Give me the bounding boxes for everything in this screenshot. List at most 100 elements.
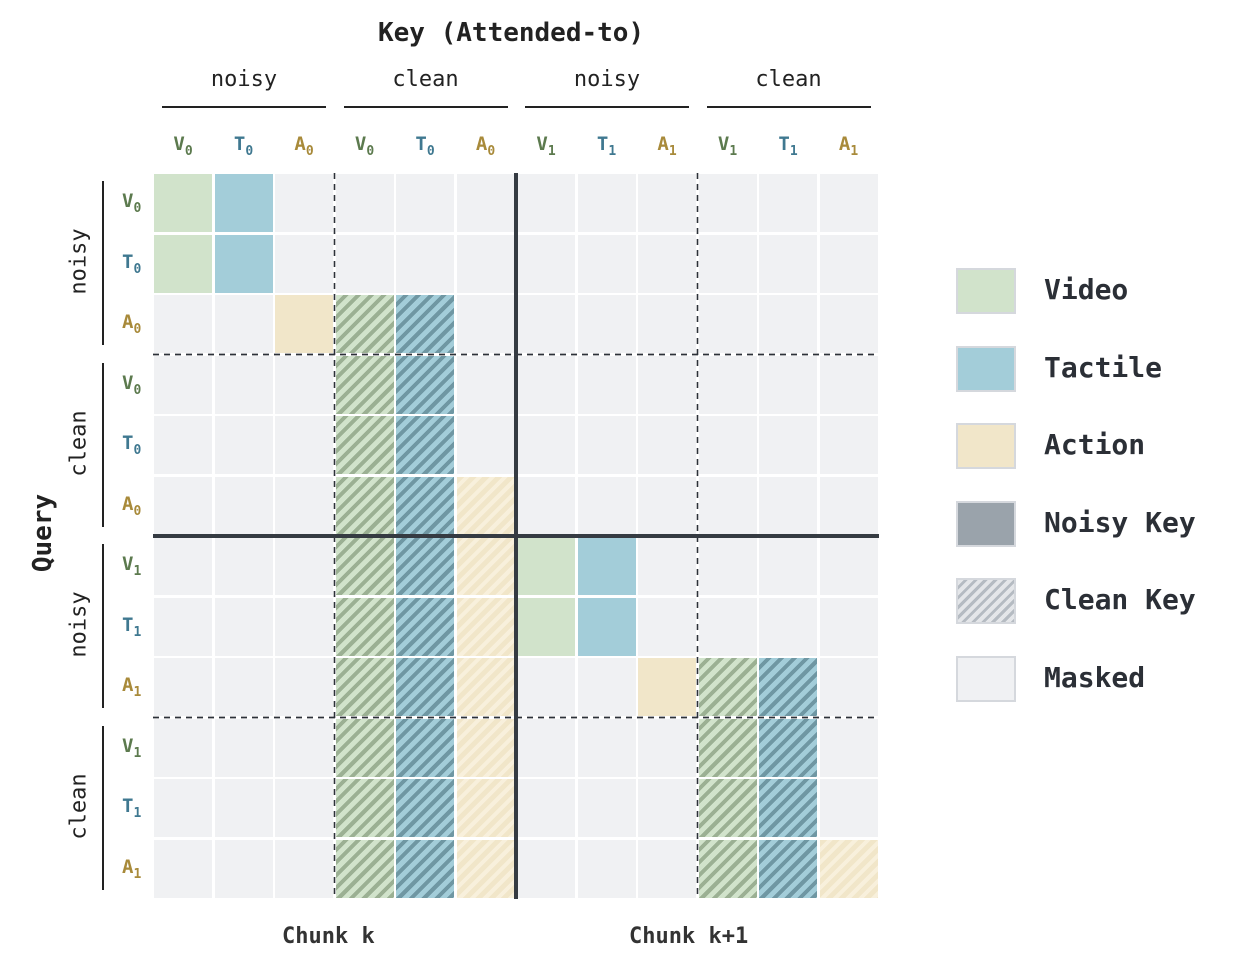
grid-cell xyxy=(154,779,212,837)
grid-cell xyxy=(698,839,757,898)
grid-cell xyxy=(396,597,454,656)
grid-cell xyxy=(638,355,696,414)
key-group-label: noisy xyxy=(210,67,278,92)
grid-cell xyxy=(698,658,757,716)
grid-cell xyxy=(517,234,575,293)
grid-cell xyxy=(517,718,575,777)
grid-cell xyxy=(275,779,333,837)
grid-cell xyxy=(517,779,575,837)
grid-cell xyxy=(638,537,696,595)
grid-cell xyxy=(214,839,273,898)
grid-cell xyxy=(456,416,515,474)
row-token-label: T0 xyxy=(122,432,142,458)
grid-cell xyxy=(275,718,333,777)
grid-cell xyxy=(698,355,757,414)
column-token-label: A0 xyxy=(294,133,314,159)
column-token-label: V1 xyxy=(536,133,556,159)
grid-cell xyxy=(456,537,515,595)
grid-cell xyxy=(335,779,394,837)
key-group-bar xyxy=(343,106,508,108)
grid-cell xyxy=(759,234,817,293)
grid-cell xyxy=(517,476,575,535)
grid-cell xyxy=(456,658,515,716)
grid-cell xyxy=(396,537,454,595)
legend-label: Clean Key xyxy=(1044,583,1196,617)
grid-cell xyxy=(335,174,394,232)
key-group-label: clean xyxy=(392,67,459,92)
grid-cell xyxy=(396,658,454,716)
grid-cell xyxy=(396,416,454,474)
grid-cell xyxy=(335,718,394,777)
grid-cell xyxy=(517,174,575,232)
grid-cell xyxy=(275,537,333,595)
column-token-label: T1 xyxy=(596,133,617,159)
grid-cell xyxy=(577,295,636,353)
grid-cell xyxy=(335,537,394,595)
grid-cell xyxy=(577,174,636,232)
row-token-label: T0 xyxy=(122,250,142,277)
grid-cell xyxy=(759,416,817,474)
grid-cell xyxy=(698,718,757,777)
grid-cell xyxy=(154,416,212,474)
row-token-label: A1 xyxy=(122,855,142,882)
grid-cell xyxy=(456,839,515,898)
grid-cell xyxy=(154,234,212,293)
grid-cell xyxy=(335,355,394,414)
grid-cell xyxy=(517,416,575,474)
column-token-label: V0 xyxy=(173,133,193,159)
grid-cell xyxy=(819,658,878,716)
grid-cell xyxy=(335,839,394,898)
query-group-bar xyxy=(102,181,104,345)
grid-cell xyxy=(335,295,394,353)
grid-cell xyxy=(577,234,636,293)
grid-cell xyxy=(759,718,817,777)
grid-cell xyxy=(819,416,878,474)
legend-swatch xyxy=(956,423,1016,470)
row-token-label: V0 xyxy=(122,190,142,216)
grid-cell xyxy=(517,658,575,716)
grid-cell xyxy=(819,597,878,656)
grid-cell xyxy=(154,658,212,716)
grid-cell xyxy=(759,537,817,595)
row-token-label: V1 xyxy=(122,734,142,761)
column-token-label: V0 xyxy=(354,133,375,159)
grid-cell xyxy=(577,658,636,716)
grid-cell xyxy=(214,174,273,232)
grid-cell xyxy=(456,295,515,353)
legend-swatch xyxy=(956,656,1016,702)
grid-cell xyxy=(819,839,878,898)
grid-cell xyxy=(275,355,333,414)
column-token-label: T0 xyxy=(415,133,435,159)
grid-cell xyxy=(819,295,878,353)
grid-cell xyxy=(275,658,333,716)
grid-cell xyxy=(396,839,454,898)
grid-cell xyxy=(638,174,696,232)
grid-cell xyxy=(759,174,817,232)
grid-cell xyxy=(275,597,333,656)
grid-cell xyxy=(275,234,333,293)
grid-cell xyxy=(154,839,212,898)
grid-cell xyxy=(517,295,575,353)
grid-cell xyxy=(698,779,757,837)
grid-cell xyxy=(456,779,515,837)
row-token-label: V1 xyxy=(122,553,142,579)
grid-cell xyxy=(396,476,454,535)
grid-cell xyxy=(154,355,212,414)
grid-cell xyxy=(396,174,454,232)
grid-cell xyxy=(396,234,454,293)
grid-cell xyxy=(759,658,817,716)
grid-cell xyxy=(759,597,817,656)
grid-cell xyxy=(517,537,575,595)
chunk-k1-label: Chunk k+1 xyxy=(629,924,749,949)
grid-cell xyxy=(335,234,394,293)
attention-mask-grid xyxy=(153,173,879,899)
legend-swatch xyxy=(956,268,1016,314)
grid-cell xyxy=(759,355,817,414)
query-group-label: clean xyxy=(66,772,92,840)
grid-cell xyxy=(214,718,273,777)
row-token-label: A0 xyxy=(122,311,142,337)
key-axis-title: Key (Attended-to) xyxy=(378,18,645,48)
grid-cell xyxy=(638,476,696,535)
grid-cell xyxy=(638,779,696,837)
grid-cell xyxy=(214,779,273,837)
